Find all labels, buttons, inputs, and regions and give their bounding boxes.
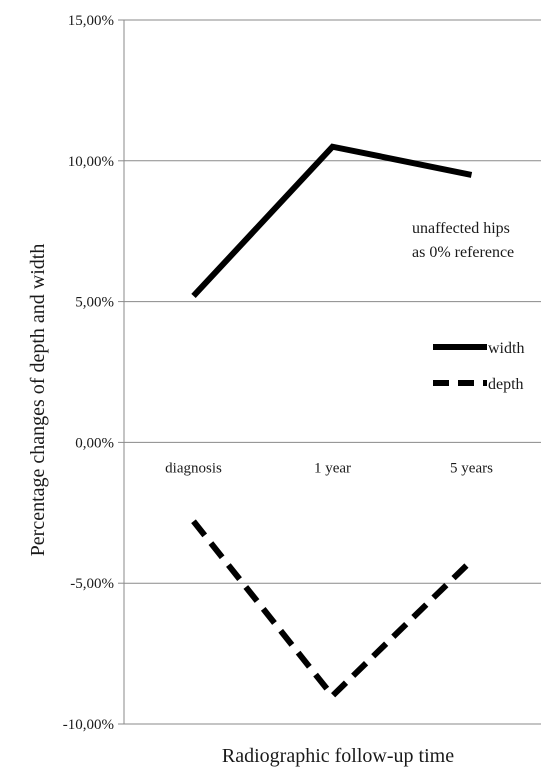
annotation-line-2: as 0% reference: [412, 244, 514, 261]
x-category-label: 1 year: [314, 460, 351, 476]
series-lines: [191, 143, 474, 701]
y-tick-label: -10,00%: [63, 717, 114, 733]
y-tick-label: 5,00%: [75, 295, 114, 311]
legend-label-depth: depth: [488, 376, 524, 393]
y-tick-label: 10,00%: [68, 154, 114, 170]
legend: width depth: [433, 340, 524, 393]
y-tick-label: 0,00%: [75, 435, 114, 451]
y-tick-label: 15,00%: [68, 13, 114, 29]
legend-label-width: width: [488, 340, 524, 357]
annotation-line-1: unaffected hips: [412, 220, 510, 237]
y-axis-title: Percentage changes of depth and width: [27, 244, 49, 557]
series-line-width: [191, 143, 473, 299]
x-axis-title: Radiographic follow-up time: [222, 745, 454, 767]
x-category-labels: diagnosis 1 year 5 years: [165, 460, 493, 476]
y-tick-label: -5,00%: [70, 576, 114, 592]
x-category-label: 5 years: [450, 460, 493, 476]
y-tick-labels: 15,00% 10,00% 5,00% 0,00% -5,00% -10,00%: [63, 13, 114, 733]
y-axis: [118, 19, 125, 725]
series-line-depth: [191, 519, 474, 701]
x-category-label: diagnosis: [165, 460, 222, 476]
gridlines: [124, 19, 541, 725]
